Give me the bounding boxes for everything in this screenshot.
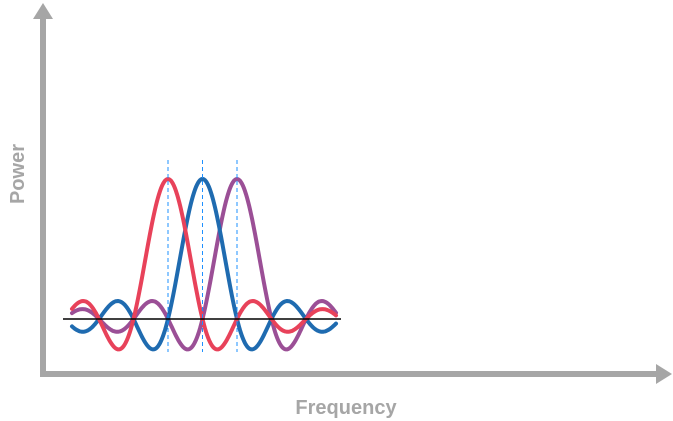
x-axis-arrowhead (656, 364, 672, 384)
peak-markers (167, 160, 238, 352)
subcarrier-curve-1 (70, 177, 338, 352)
axes (33, 3, 672, 384)
y-axis-arrowhead (33, 3, 53, 19)
subcarrier-curve-2 (70, 177, 338, 352)
subcarrier-curves (70, 177, 338, 352)
subcarrier-curve-3 (70, 177, 338, 352)
y-axis-label: Power (7, 144, 29, 204)
x-axis-label: Frequency (295, 397, 397, 419)
